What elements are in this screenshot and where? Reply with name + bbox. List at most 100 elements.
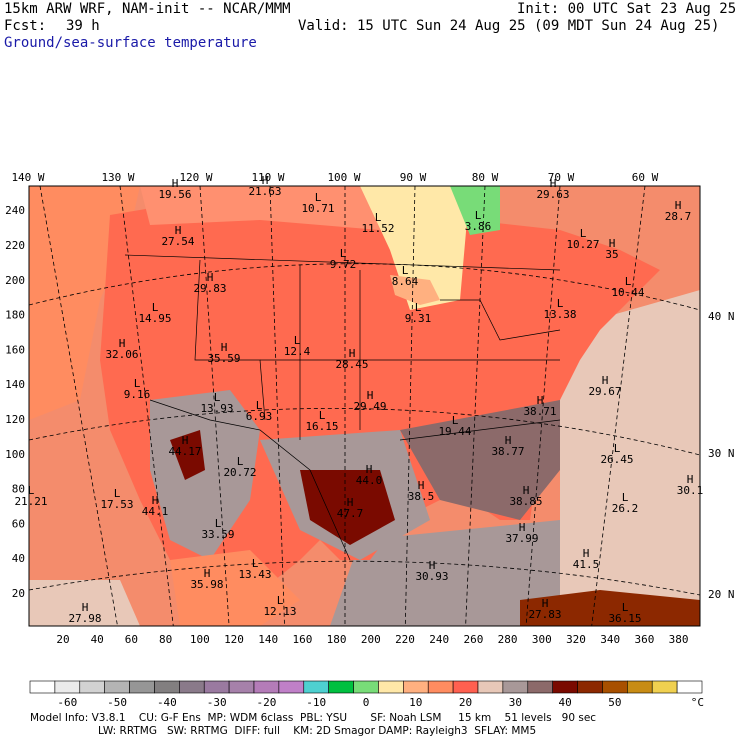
y-tick-label: 200 (5, 274, 25, 287)
graticule (29, 186, 700, 626)
extremum-value: 37.99 (505, 532, 538, 545)
extremum-value: 21.63 (248, 185, 281, 198)
forecast-label: Fcst: (4, 18, 47, 34)
extremum-value: 16.15 (305, 420, 338, 433)
extremum-value: 44.17 (168, 445, 201, 458)
extremum-marker: L (452, 414, 459, 427)
extremum-value: 11.52 (361, 222, 394, 235)
x-tick-label: 320 (566, 633, 586, 646)
extremum-value: 47.7 (337, 507, 364, 520)
y-tick-label: 220 (5, 239, 25, 252)
extremum-value: 10.44 (611, 286, 644, 299)
extremum-marker: H (523, 484, 530, 497)
extremum-marker: H (262, 174, 269, 187)
x-tick-label: 80 (159, 633, 172, 646)
extremum-value: 28.7 (665, 210, 692, 223)
extremum-value: 33.59 (201, 528, 234, 541)
extremum-value: 41.5 (573, 558, 600, 571)
extremum-marker: L (315, 191, 322, 204)
colorbar-cell (54, 680, 81, 694)
extremum-marker: L (375, 211, 382, 224)
y-tick-label: 120 (5, 413, 25, 426)
colorbar-cell (129, 680, 155, 694)
extremum-marker: H (367, 389, 374, 402)
model-info-line1: Model Info: V3.8.1 CU: G-F Ens MP: WDM 6… (30, 712, 597, 724)
colorbar-label: -30 (207, 696, 227, 709)
hot-spot-southwest (170, 430, 205, 480)
colorbar-label: 30 (509, 696, 522, 709)
extremum-value: 38.5 (408, 490, 435, 503)
lon-label: 60 W (632, 171, 659, 184)
x-tick-label: 180 (327, 633, 347, 646)
x-tick-label: 60 (125, 633, 138, 646)
extremum-marker: L (580, 227, 587, 240)
colorbar-cell (552, 680, 578, 694)
extremum-value: 21.21 (14, 495, 47, 508)
x-tick-label: 140 (258, 633, 278, 646)
x-tick-label: 360 (634, 633, 654, 646)
extremum-marker: H (119, 337, 126, 350)
extremum-marker: L (152, 301, 159, 314)
colorbar-label: -20 (257, 696, 277, 709)
extremum-marker: L (625, 275, 632, 288)
extremum-value: 17.53 (100, 498, 133, 511)
extremum-value: 14.95 (138, 312, 171, 325)
x-tick-label: 280 (498, 633, 518, 646)
extremum-value: 19.44 (438, 425, 471, 438)
x-tick-label: 200 (361, 633, 381, 646)
extremum-marker: H (537, 394, 544, 407)
colorbar-cell (353, 680, 379, 694)
extremum-marker: H (418, 479, 425, 492)
colorbar-cell (203, 680, 230, 694)
extremum-value: 29.49 (353, 400, 386, 413)
colorbar-label: 10 (409, 696, 422, 709)
y-tick-label: 160 (5, 343, 25, 356)
colorbar-label: -50 (107, 696, 127, 709)
init-time: Init: 00 UTC Sat 23 Aug 25 (517, 1, 737, 17)
extremum-value: 9.16 (124, 388, 151, 401)
colorbar-label: 20 (459, 696, 472, 709)
hudson-bay-cold (450, 186, 500, 235)
lon-label: 120 W (179, 171, 212, 184)
x-tick-label: 120 (224, 633, 244, 646)
colorbar-cell (602, 680, 628, 694)
colorbar-cell (452, 680, 479, 694)
colorbar-cell (253, 680, 280, 694)
lat-label: 30 N (708, 447, 735, 460)
extremum-marker: H (221, 341, 228, 354)
extremum-marker: L (415, 301, 422, 314)
extremum-value: 13.93 (200, 402, 233, 415)
colorbar-cell (104, 680, 130, 694)
lat-label: 40 N (708, 310, 735, 323)
lake-superior (390, 275, 440, 305)
extremum-marker: L (402, 264, 409, 277)
colorbar-cell (179, 680, 205, 694)
southwest-region (150, 390, 260, 560)
y-tick-label: 100 (5, 448, 25, 461)
extremum-marker: H (542, 597, 549, 610)
extremum-value: 9.72 (330, 258, 357, 271)
extremum-marker: H (519, 521, 526, 534)
colorbar-label: 40 (558, 696, 571, 709)
extremum-marker: H (175, 224, 182, 237)
extremum-value: 32.06 (105, 348, 138, 361)
colorbar-cell (676, 680, 703, 694)
x-tick-label: 20 (56, 633, 69, 646)
colorbar-cell (577, 680, 603, 694)
latitude-labels: 40 N 30 N 20 N (708, 310, 735, 601)
extremum-value: 13.43 (238, 568, 271, 581)
atlantic-ocean (540, 290, 700, 626)
southeast-region (400, 400, 560, 520)
colorbar-cell (154, 680, 180, 694)
extremum-marker: L (614, 442, 621, 455)
colorbar: -60 -50 -40 -30 -20 -10 0 10 20 30 40 50 °C (29, 680, 704, 709)
extremum-value: 27.54 (161, 235, 194, 248)
x-axis-ticks: 20 40 60 80 100 120 140 160 180 200 220 240 260 280 30… (56, 633, 688, 646)
extremum-marker: L (252, 557, 259, 570)
extremum-value: 29.67 (588, 385, 621, 398)
extremum-marker: H (204, 567, 211, 580)
extremum-value: 29.83 (193, 282, 226, 295)
y-tick-label: 180 (5, 309, 25, 322)
extremum-marker: H (207, 271, 214, 284)
extremum-marker: H (152, 494, 159, 507)
